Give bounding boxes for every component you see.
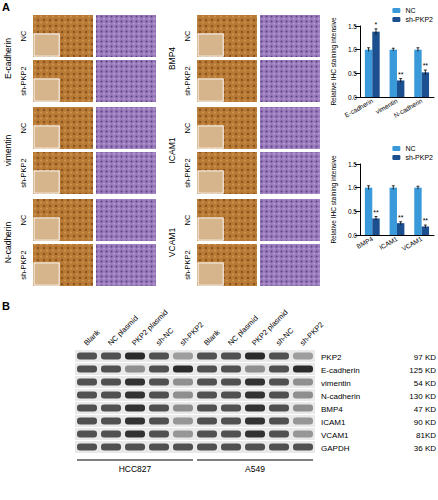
svg-text:E-cadherin: E-cadherin	[3, 38, 13, 79]
svg-text:sh-PKP2: sh-PKP2	[19, 158, 28, 188]
svg-text:NC: NC	[19, 30, 28, 41]
svg-text:1.5: 1.5	[348, 161, 357, 168]
svg-text:ICAM1: ICAM1	[167, 137, 177, 163]
svg-text:sh-PKP2: sh-PKP2	[405, 154, 433, 161]
svg-text:sh-NC: sh-NC	[274, 326, 296, 348]
svg-text:90 KD: 90 KD	[414, 418, 436, 427]
svg-text:BMP4: BMP4	[355, 235, 374, 250]
svg-text:97 KD: 97 KD	[414, 353, 436, 362]
svg-text:**: **	[398, 214, 404, 221]
svg-text:**: **	[423, 217, 429, 224]
svg-text:B: B	[2, 300, 10, 312]
svg-text:sh-PKP2: sh-PKP2	[183, 66, 192, 96]
svg-text:36 KD: 36 KD	[414, 444, 436, 453]
svg-text:NC: NC	[183, 214, 192, 225]
svg-text:0.5: 0.5	[348, 208, 357, 215]
svg-text:NC: NC	[183, 30, 192, 41]
svg-text:NC plasmid: NC plasmid	[106, 313, 140, 348]
svg-text:E-cadherin: E-cadherin	[343, 97, 374, 119]
svg-text:0.0: 0.0	[348, 94, 357, 101]
svg-text:sh-PKP2: sh-PKP2	[298, 320, 325, 347]
svg-text:sh-PKP2: sh-PKP2	[405, 16, 433, 23]
svg-text:NC: NC	[19, 214, 28, 225]
svg-text:ICAM1: ICAM1	[378, 235, 399, 251]
svg-text:0.0: 0.0	[348, 232, 357, 239]
svg-text:Blank: Blank	[82, 328, 102, 348]
svg-text:1.0: 1.0	[348, 46, 357, 53]
svg-text:Blank: Blank	[202, 328, 222, 348]
svg-text:BMP4: BMP4	[321, 405, 343, 414]
svg-text:54 KD: 54 KD	[414, 379, 436, 388]
svg-text:NC: NC	[405, 7, 415, 14]
svg-text:sh-PKP2: sh-PKP2	[19, 250, 28, 280]
svg-text:Relative IHC staining intensiv: Relative IHC staining intensive	[330, 155, 338, 244]
svg-text:125 KD: 125 KD	[409, 366, 436, 375]
svg-text:PKP2 plasmid: PKP2 plasmid	[130, 307, 170, 348]
svg-text:VCAM1: VCAM1	[167, 228, 177, 258]
svg-text:N-cadherin: N-cadherin	[392, 97, 423, 119]
svg-text:sh-PKP2: sh-PKP2	[183, 250, 192, 280]
svg-text:Relative IHC staining intensiv: Relative IHC staining intensive	[330, 17, 338, 106]
svg-text:BMP4: BMP4	[167, 47, 177, 70]
svg-text:*: *	[375, 21, 378, 28]
svg-text:130 KD: 130 KD	[409, 392, 436, 401]
svg-text:E-cadherin: E-cadherin	[321, 366, 360, 375]
svg-text:**: **	[423, 62, 429, 69]
svg-text:sh-PKP2: sh-PKP2	[19, 66, 28, 96]
svg-text:N-cadherin: N-cadherin	[3, 221, 13, 263]
svg-text:**: **	[373, 209, 379, 216]
svg-text:NC plasmid: NC plasmid	[226, 313, 260, 348]
svg-text:N-cadherin: N-cadherin	[321, 392, 360, 401]
svg-text:0.5: 0.5	[348, 70, 357, 77]
svg-text:1.5: 1.5	[348, 23, 357, 30]
svg-text:A: A	[2, 1, 10, 13]
svg-text:sh-PKP2: sh-PKP2	[178, 320, 205, 347]
svg-text:1.0: 1.0	[348, 184, 357, 191]
svg-text:HCC827: HCC827	[119, 464, 152, 474]
svg-text:NC: NC	[183, 122, 192, 133]
svg-text:vimentin: vimentin	[321, 379, 351, 388]
svg-text:NC: NC	[405, 145, 415, 152]
svg-text:sh-PKP2: sh-PKP2	[183, 158, 192, 188]
svg-text:A549: A549	[245, 464, 265, 474]
svg-text:vimentin: vimentin	[374, 97, 399, 116]
svg-text:VCAM1: VCAM1	[401, 235, 424, 252]
svg-text:PKP2: PKP2	[321, 353, 342, 362]
svg-text:NC: NC	[19, 122, 28, 133]
svg-text:47 KD: 47 KD	[414, 405, 436, 414]
svg-text:ICAM1: ICAM1	[321, 418, 346, 427]
svg-text:sh-NC: sh-NC	[154, 326, 176, 348]
svg-text:PKP2 plasmid: PKP2 plasmid	[250, 307, 290, 348]
svg-text:vimentin: vimentin	[3, 134, 13, 166]
svg-text:VCAM1: VCAM1	[321, 431, 349, 440]
svg-text:**: **	[398, 71, 404, 78]
svg-text:GAPDH: GAPDH	[321, 444, 350, 453]
svg-text:81KD: 81KD	[416, 431, 436, 440]
